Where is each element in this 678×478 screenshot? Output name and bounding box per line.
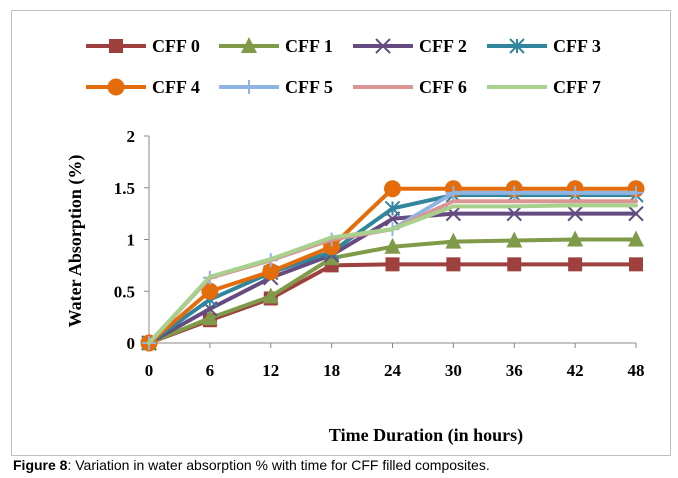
y-tick-label: 0: [127, 334, 136, 353]
x-tick-label: 36: [506, 361, 523, 380]
plus-marker: [507, 185, 522, 200]
legend-label: CFF 7: [553, 77, 601, 97]
asterisk-marker: [384, 200, 401, 217]
triangle-marker: [262, 287, 279, 304]
x-marker: [375, 38, 391, 54]
plus-marker: [446, 185, 461, 200]
triangle-marker: [506, 231, 523, 248]
circle-marker: [201, 282, 219, 300]
triangle-marker: [628, 230, 644, 247]
triangle-marker: [384, 237, 401, 254]
y-tick-label: 2: [127, 127, 136, 146]
legend-label: CFF 6: [419, 77, 467, 97]
triangle-marker: [445, 232, 462, 249]
figure-caption: Figure 8: Variation in water absorption …: [13, 457, 673, 473]
plus-marker: [568, 185, 583, 200]
y-tick-label: 0.5: [114, 282, 135, 301]
plus-marker: [242, 80, 256, 94]
x-tick-label: 30: [445, 361, 462, 380]
line-chart: 0 0.5 1 1.5 2 0 6 12 18 24 30 36 42 48 Time Duration (…: [65, 36, 645, 446]
legend-label: CFF 5: [285, 77, 333, 97]
x-axis-title: Time Duration (in hours): [329, 425, 523, 446]
legend-label: CFF 2: [419, 36, 467, 56]
chart-frame: 0 0.5 1 1.5 2 0 6 12 18 24 30 36 42 48 Time Duration (…: [11, 10, 671, 456]
y-axis-title: Water Absorption (%): [65, 155, 86, 328]
figure-label: Figure 8: [13, 457, 68, 473]
asterisk-marker: [509, 38, 525, 54]
y-tick-label: 1: [127, 231, 136, 250]
x-tick-label: 18: [323, 361, 340, 380]
x-tick-label: 12: [262, 361, 279, 380]
x-tick-label: 24: [384, 361, 402, 380]
caption-text: : Variation in water absorption % with t…: [67, 457, 490, 473]
triangle-marker: [241, 37, 257, 53]
x-marker: [567, 205, 583, 222]
x-marker: [506, 205, 522, 222]
circle-marker: [107, 78, 125, 96]
legend-label: CFF 3: [553, 36, 601, 56]
square-marker: [109, 39, 123, 53]
x-tick-label: 0: [145, 361, 154, 380]
square-marker: [507, 257, 522, 272]
series-line: [147, 237, 638, 345]
triangle-marker: [201, 309, 218, 326]
legend-label: CFF 0: [152, 36, 200, 56]
y-tick-label: 1.5: [114, 179, 135, 198]
square-marker: [568, 257, 583, 272]
plus-marker: [629, 185, 643, 200]
square-marker: [446, 257, 461, 272]
x-tick-label: 48: [628, 361, 645, 380]
legend-label: CFF 4: [152, 77, 200, 97]
x-tick-label: 42: [567, 361, 584, 380]
circle-marker: [384, 180, 401, 198]
x-tick-label: 6: [206, 361, 215, 380]
square-marker: [629, 257, 643, 272]
x-marker: [628, 205, 644, 222]
triangle-marker: [567, 230, 584, 247]
series-line: [147, 203, 638, 345]
square-marker: [385, 257, 400, 272]
legend-label: CFF 1: [285, 36, 333, 56]
circle-marker: [262, 263, 280, 281]
